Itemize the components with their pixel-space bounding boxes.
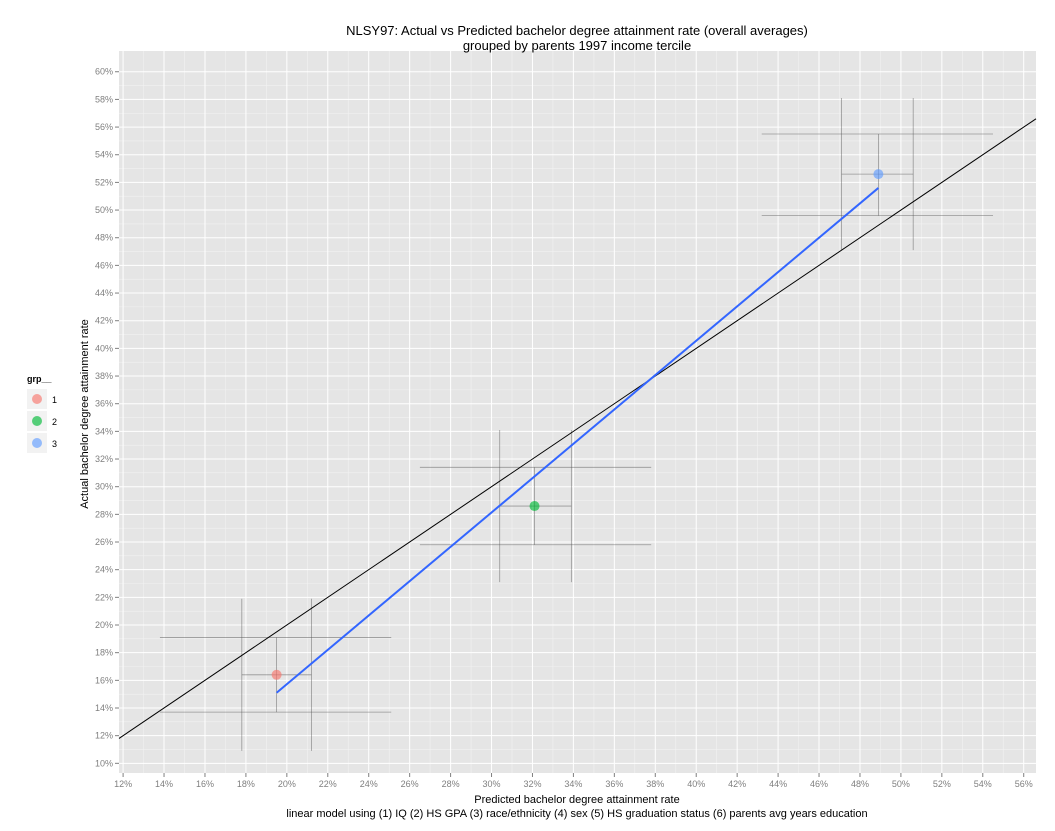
x-tick-label: 46% [810,779,828,789]
reference-line [118,118,1037,739]
x-tick-label: 30% [483,779,501,789]
y-tick-label: 46% [95,260,113,270]
x-tick-label: 24% [360,779,378,789]
x-tick-label: 20% [278,779,296,789]
y-tick-label: 18% [95,648,113,658]
legend-key-3 [32,438,42,448]
x-axis-title: Predicted bachelor degree attainment rat… [474,794,679,806]
chart-title-line1: NLSY97: Actual vs Predicted bachelor deg… [346,23,808,38]
x-tick-label: 16% [196,779,214,789]
y-tick-label: 50% [95,205,113,215]
y-tick-label: 20% [95,620,113,630]
y-tick-label: 12% [95,731,113,741]
x-tick-label: 42% [728,779,746,789]
data-points [271,169,884,680]
plot-panel [119,51,1036,773]
x-tick-label: 38% [646,779,664,789]
legend-label-1: 1 [52,395,57,405]
x-axis-ticks: 12% 14% 16% 18% 20% 22% 24% 26% 28% 30% 32% 34% 36% 3… [114,773,1033,789]
x-tick-label: 26% [401,779,419,789]
x-tick-label: 18% [237,779,255,789]
legend-key-1 [32,394,42,404]
y-tick-label: 42% [95,316,113,326]
x-tick-label: 50% [892,779,910,789]
y-tick-label: 60% [95,67,113,77]
x-tick-label: 36% [605,779,623,789]
x-tick-label: 56% [1015,779,1033,789]
y-tick-label: 56% [95,122,113,132]
x-tick-label: 14% [155,779,173,789]
x-tick-label: 12% [114,779,132,789]
y-tick-label: 34% [95,426,113,436]
x-tick-label: 32% [523,779,541,789]
y-tick-label: 38% [95,371,113,381]
y-tick-label: 52% [95,177,113,187]
y-tick-label: 30% [95,482,113,492]
data-point-grp-2 [529,501,540,512]
x-axis-subtitle: linear model using (1) IQ (2) HS GPA (3)… [286,808,867,820]
x-tick-label: 40% [687,779,705,789]
y-tick-label: 26% [95,537,113,547]
y-tick-label: 36% [95,399,113,409]
y-tick-label: 22% [95,592,113,602]
y-tick-label: 44% [95,288,113,298]
x-tick-label: 48% [851,779,869,789]
y-tick-label: 48% [95,233,113,243]
y-axis-title: Actual bachelor degree attainment rate [79,319,91,509]
legend-label-2: 2 [52,417,57,427]
x-tick-label: 22% [319,779,337,789]
fit-line [275,187,880,694]
y-tick-label: 14% [95,703,113,713]
y-tick-label: 58% [95,94,113,104]
y-tick-label: 40% [95,343,113,353]
grid-major [119,51,1036,773]
legend-label-3: 3 [52,439,57,449]
y-tick-label: 24% [95,565,113,575]
data-point-grp-1 [271,669,282,680]
x-tick-label: 34% [564,779,582,789]
y-tick-label: 28% [95,509,113,519]
y-tick-label: 54% [95,150,113,160]
legend-key-2 [32,416,42,426]
y-tick-label: 10% [95,758,113,768]
x-tick-label: 54% [974,779,992,789]
chart-title-line2: grouped by parents 1997 income tercile [463,38,691,53]
data-point-grp-3 [873,169,884,180]
legend-title: grp__ [27,374,53,384]
y-axis-ticks: 10% 12% 14% 16% 18% 20% 22% 24% 26% 28% 30% 32% 34% 3… [95,67,119,768]
x-tick-label: 28% [442,779,460,789]
x-tick-label: 52% [933,779,951,789]
legend: grp__ 1 2 3 [27,374,57,453]
y-tick-label: 16% [95,675,113,685]
y-tick-label: 32% [95,454,113,464]
x-tick-label: 44% [769,779,787,789]
